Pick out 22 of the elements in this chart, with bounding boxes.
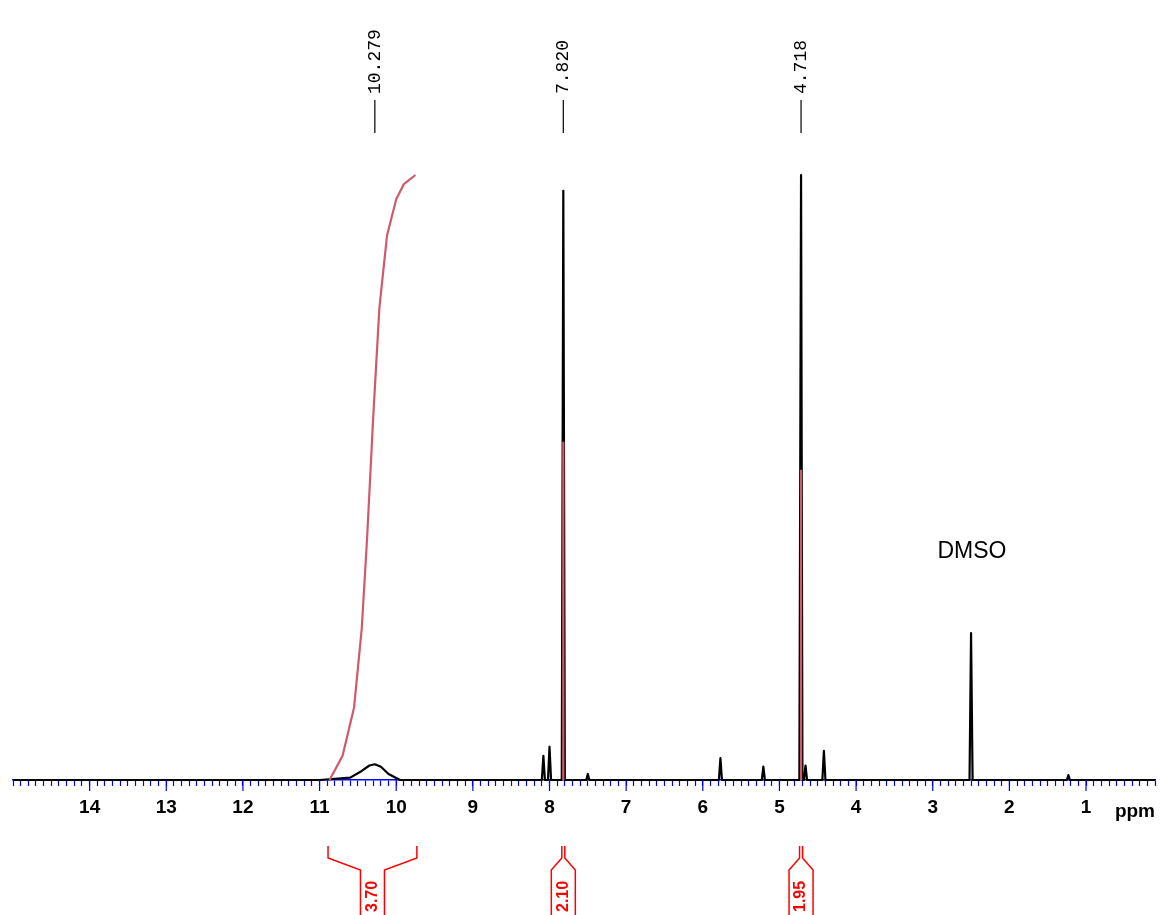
x-axis-title: ppm bbox=[1114, 800, 1155, 822]
x-tick-label: 6 bbox=[697, 795, 709, 817]
x-tick-label: 11 bbox=[309, 795, 331, 817]
x-tick-label: 5 bbox=[774, 795, 786, 817]
x-tick-label: 13 bbox=[155, 795, 177, 817]
annotation: 7.820 bbox=[553, 39, 574, 94]
annotation: 10.279 bbox=[364, 29, 385, 94]
annotation: DMSO bbox=[937, 537, 1007, 564]
x-tick-label: 10 bbox=[385, 795, 407, 817]
x-tick-label: 4 bbox=[850, 795, 862, 817]
annotation: 4.718 bbox=[790, 39, 811, 94]
x-tick-label: 14 bbox=[79, 795, 101, 817]
x-tick-label: 8 bbox=[544, 795, 555, 817]
x-tick-label: 2 bbox=[1004, 795, 1015, 817]
x-tick-label: 1 bbox=[1080, 795, 1092, 817]
x-tick-label: 12 bbox=[232, 795, 254, 817]
text: 2.10 bbox=[553, 880, 571, 912]
text: 1.95 bbox=[791, 880, 809, 912]
x-tick-label: 9 bbox=[467, 795, 479, 817]
text: 3.70 bbox=[362, 880, 380, 912]
x-tick-label: 3 bbox=[927, 795, 939, 817]
x-tick-label: 7 bbox=[620, 795, 632, 817]
